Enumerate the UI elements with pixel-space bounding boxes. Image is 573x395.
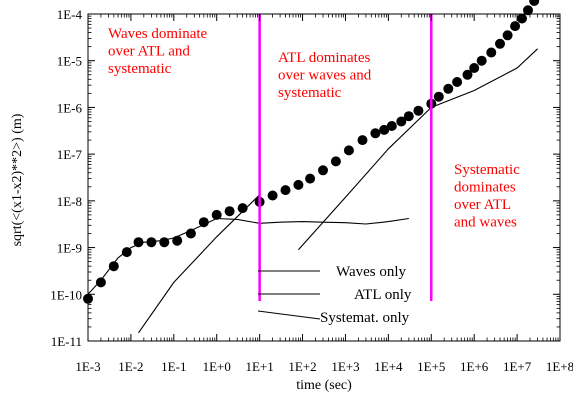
y-tick-label: 1E-8: [57, 194, 82, 209]
marker-layer: [83, 0, 540, 304]
data-point: [413, 105, 424, 116]
data-point: [108, 261, 119, 272]
x-tick-label: 1E-1: [161, 359, 186, 374]
y-axis-label: sqrt(<(x1-x2)**2>) (m): [10, 113, 25, 246]
x-tick-label: 1E+4: [374, 359, 403, 374]
legend-swatch: [257, 310, 321, 320]
data-point: [443, 83, 454, 94]
data-point: [486, 47, 497, 58]
annotation-text: Waves dominate over ATL and systematic: [108, 26, 208, 77]
legend: Waves only ATL only Systemat. only: [257, 264, 412, 326]
y-tick-label: 1E-10: [50, 287, 82, 302]
x-tick-label: 1E+8: [546, 359, 573, 374]
y-tick-label: 1E-9: [57, 241, 82, 256]
data-point: [172, 235, 183, 246]
data-point: [185, 228, 196, 239]
data-point: [469, 63, 480, 73]
data-point: [357, 135, 368, 146]
series-line-atl-only: [138, 194, 260, 334]
x-tick-label: 1E+7: [503, 359, 532, 374]
data-point: [370, 128, 381, 139]
legend-label: ATL only: [354, 287, 412, 303]
data-point: [379, 124, 390, 135]
data-point: [476, 55, 487, 66]
data-point: [198, 217, 209, 228]
y-tick-label: 1E-6: [57, 100, 83, 115]
data-point: [343, 145, 354, 156]
y-tick-label: 1E-7: [57, 147, 83, 162]
data-point: [280, 185, 291, 196]
x-tick-label: 1E+2: [288, 359, 316, 374]
data-point: [403, 111, 414, 122]
x-axis-label: time (sec): [296, 378, 352, 393]
data-point: [121, 247, 132, 258]
annotation-layer: Waves dominate over ATL and systematic ATL …: [108, 26, 520, 231]
y-tick-label: 1E-5: [57, 54, 82, 69]
x-tick-label: 1E+5: [417, 359, 445, 374]
series-line-waves-only: [87, 217, 409, 295]
legend-label: Waves only: [336, 264, 407, 280]
data-point: [502, 30, 513, 41]
data-point: [452, 77, 463, 87]
x-tick-label: 1E+3: [331, 359, 359, 374]
data-point: [146, 237, 157, 248]
x-tick-label: 1E+1: [245, 359, 273, 374]
data-point: [211, 209, 222, 220]
x-tick-label: 1E-3: [75, 359, 100, 374]
data-point: [224, 206, 235, 217]
tick-layer: 1E-3 1E-2 1E-1 1E+0 1E+1 1E+2 1E+3 1E+4 1E+5 1E+6…: [50, 7, 573, 374]
data-point: [95, 277, 106, 288]
annotation-text: Systematic dominates over ATL and waves: [454, 162, 520, 231]
divider-layer: [258, 14, 433, 301]
data-point: [267, 190, 278, 201]
data-point: [386, 121, 397, 131]
data-point: [510, 21, 521, 32]
x-tick-label: 1E+6: [460, 359, 489, 374]
data-point: [305, 173, 316, 184]
data-point: [159, 237, 170, 248]
data-point: [396, 116, 407, 127]
annotation-text: ATL dominates over waves and systematic: [278, 50, 372, 101]
plot-area-frame: [87, 13, 561, 342]
data-point: [433, 91, 444, 102]
data-point: [133, 237, 144, 248]
data-point: [237, 203, 248, 214]
data-point: [462, 69, 473, 80]
data-point: [318, 165, 328, 176]
x-tick-label: 1E+0: [203, 359, 231, 374]
data-point: [517, 13, 527, 24]
y-tick-label: 1E-11: [51, 334, 82, 349]
y-tick-label: 1E-4: [57, 7, 83, 22]
x-tick-label: 1E-2: [118, 359, 143, 374]
data-point: [293, 179, 304, 190]
data-point: [495, 38, 505, 49]
data-point: [529, 0, 540, 6]
data-point: [330, 156, 341, 167]
data-point: [523, 5, 533, 16]
legend-label: Systemat. only: [320, 310, 410, 326]
